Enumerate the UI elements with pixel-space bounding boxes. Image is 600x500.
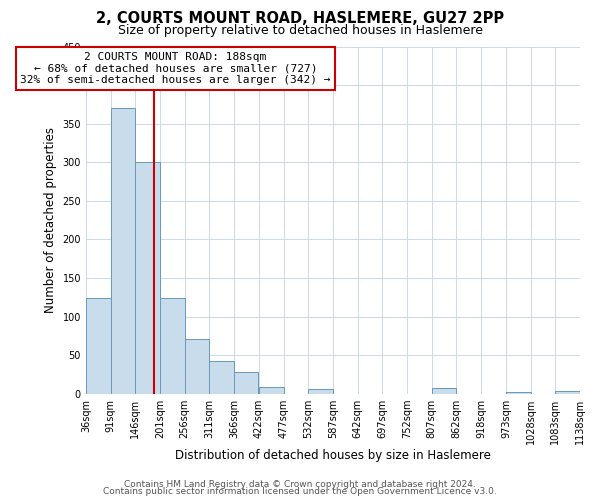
Bar bbox=[431, 388, 456, 394]
Bar bbox=[209, 360, 234, 394]
Text: 2, COURTS MOUNT ROAD, HASLEMERE, GU27 2PP: 2, COURTS MOUNT ROAD, HASLEMERE, GU27 2P… bbox=[96, 11, 504, 26]
Bar bbox=[259, 387, 284, 394]
Bar bbox=[185, 339, 209, 394]
Bar bbox=[110, 108, 135, 394]
Y-axis label: Number of detached properties: Number of detached properties bbox=[44, 127, 57, 313]
X-axis label: Distribution of detached houses by size in Haslemere: Distribution of detached houses by size … bbox=[175, 450, 491, 462]
Text: Size of property relative to detached houses in Haslemere: Size of property relative to detached ho… bbox=[118, 24, 482, 37]
Bar bbox=[506, 392, 530, 394]
Bar bbox=[160, 298, 185, 394]
Bar bbox=[135, 162, 160, 394]
Text: Contains HM Land Registry data © Crown copyright and database right 2024.: Contains HM Land Registry data © Crown c… bbox=[124, 480, 476, 489]
Bar bbox=[556, 390, 580, 394]
Bar bbox=[234, 372, 259, 394]
Text: Contains public sector information licensed under the Open Government Licence v3: Contains public sector information licen… bbox=[103, 487, 497, 496]
Text: 2 COURTS MOUNT ROAD: 188sqm
← 68% of detached houses are smaller (727)
32% of se: 2 COURTS MOUNT ROAD: 188sqm ← 68% of det… bbox=[20, 52, 331, 85]
Bar bbox=[86, 298, 110, 394]
Bar bbox=[308, 389, 333, 394]
